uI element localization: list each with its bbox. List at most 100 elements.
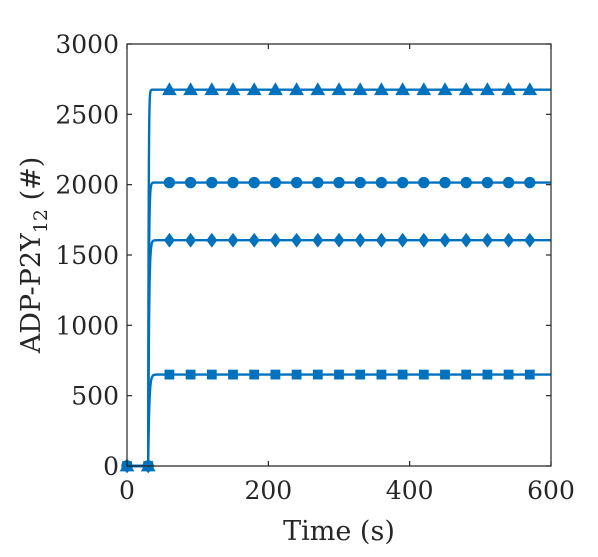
circle-marker xyxy=(163,176,176,189)
square-marker xyxy=(461,369,472,380)
y-tick-label: 1500 xyxy=(55,241,119,270)
square-marker xyxy=(503,369,514,380)
diamond-marker xyxy=(206,232,218,248)
square-marker xyxy=(397,369,408,380)
series-line xyxy=(127,181,552,468)
diamond-marker xyxy=(291,232,303,248)
x-tick-label: 200 xyxy=(244,476,292,505)
triangle-marker xyxy=(395,82,410,96)
triangle-marker xyxy=(331,82,347,96)
triangle-marker xyxy=(458,82,474,96)
diamond-marker xyxy=(481,232,493,248)
circle-marker xyxy=(354,176,366,189)
circle-marker xyxy=(333,176,345,189)
circle-marker xyxy=(312,176,324,189)
triangle-marker xyxy=(437,82,453,96)
tick-marks xyxy=(126,43,552,467)
series-line xyxy=(127,239,551,468)
axes xyxy=(126,43,552,467)
square-marker xyxy=(376,369,387,380)
diamond-marker xyxy=(375,232,387,248)
triangle-marker xyxy=(374,82,389,96)
plot-area xyxy=(119,82,552,474)
square-marker xyxy=(206,369,217,380)
y-axis-label-suffix: (#) xyxy=(16,157,47,209)
circle-marker xyxy=(481,176,494,189)
square-marker xyxy=(524,369,535,380)
triangle-marker xyxy=(501,82,516,96)
diamond-marker xyxy=(248,232,260,248)
triangle-marker xyxy=(268,82,283,96)
diamond-marker xyxy=(312,232,324,248)
triangle-marker xyxy=(310,82,326,96)
square-marker xyxy=(355,369,366,380)
triangle-marker xyxy=(246,82,262,96)
triangle-marker xyxy=(352,82,368,96)
circle-marker xyxy=(248,176,260,189)
diamond-marker xyxy=(163,232,175,248)
y-tick-label: 0 xyxy=(103,452,119,481)
circle-marker xyxy=(206,176,218,189)
square-marker xyxy=(418,369,429,380)
y-axis-label-main: ADP-P2Y xyxy=(16,232,47,354)
y-axis-label-subscript: 12 xyxy=(30,209,52,233)
diamond-marker xyxy=(269,232,281,248)
triangle-marker xyxy=(162,82,177,96)
triangle-marker xyxy=(522,82,538,96)
y-tick-label: 500 xyxy=(71,382,119,411)
circle-marker xyxy=(375,176,388,189)
diamond-marker xyxy=(397,232,409,248)
y-tick-label: 1000 xyxy=(55,311,119,340)
circle-marker xyxy=(439,176,451,189)
circle-marker xyxy=(227,176,239,189)
diamond-marker xyxy=(460,232,472,248)
series-triangle xyxy=(119,82,552,472)
circle-marker xyxy=(184,176,197,189)
series-line xyxy=(127,88,552,468)
square-marker xyxy=(249,369,260,380)
tick-labels: 0 200 400 600 0 500 1000 1500 2000 2500 3000 xyxy=(55,30,574,505)
triangle-marker xyxy=(183,82,198,96)
x-tick-label: 0 xyxy=(119,476,135,505)
triangle-marker xyxy=(225,82,241,96)
series-diamond xyxy=(121,232,551,474)
x-axis-label: Time (s) xyxy=(283,516,395,547)
circle-marker xyxy=(290,176,303,189)
square-marker xyxy=(334,369,344,380)
diamond-marker xyxy=(503,232,515,248)
diamond-marker xyxy=(439,232,451,248)
series-square xyxy=(122,369,552,471)
axis-box xyxy=(126,43,552,467)
y-tick-label: 3000 xyxy=(55,30,119,59)
triangle-marker xyxy=(416,82,432,96)
diamond-marker xyxy=(418,232,430,248)
y-tick-label: 2500 xyxy=(55,100,119,129)
square-marker xyxy=(164,369,175,380)
triangle-marker xyxy=(289,82,304,96)
square-marker xyxy=(185,369,196,380)
series-circle xyxy=(121,176,552,472)
circle-marker xyxy=(460,176,472,189)
diamond-marker xyxy=(524,232,536,248)
circle-marker xyxy=(502,176,515,189)
square-marker xyxy=(482,369,493,380)
x-tick-label: 400 xyxy=(386,476,434,505)
diamond-marker xyxy=(333,232,345,248)
triangle-marker xyxy=(480,82,495,96)
diamond-marker xyxy=(185,232,197,248)
y-axis-label: ADP-P2Y12 (#) xyxy=(16,157,52,355)
square-marker xyxy=(312,369,323,380)
triangle-marker xyxy=(204,82,220,96)
circle-marker xyxy=(396,176,409,189)
diamond-marker xyxy=(354,232,366,248)
diamond-marker xyxy=(227,232,239,248)
series-line xyxy=(127,373,552,468)
square-marker xyxy=(440,369,450,380)
circle-marker xyxy=(524,176,536,189)
circle-marker xyxy=(418,176,430,189)
square-marker xyxy=(270,369,281,380)
square-marker xyxy=(228,369,238,380)
x-tick-label: 600 xyxy=(527,476,575,505)
y-tick-label: 2000 xyxy=(55,171,119,200)
